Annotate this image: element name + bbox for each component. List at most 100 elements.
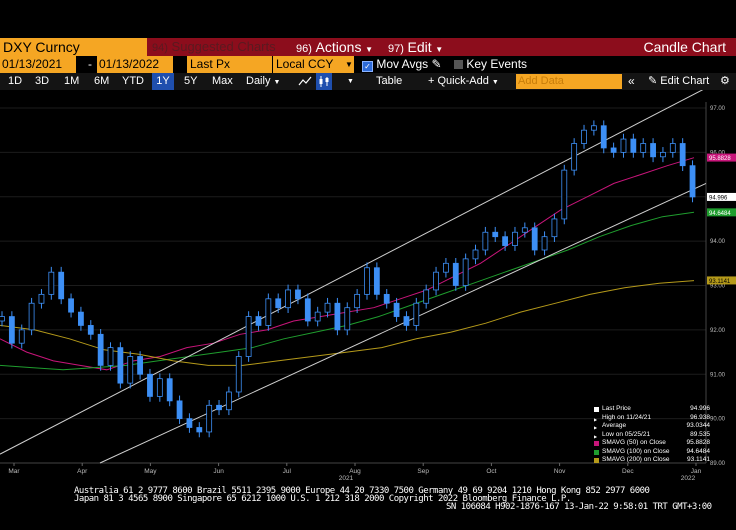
candle-body: [354, 293, 361, 309]
period-ytd[interactable]: YTD: [122, 75, 144, 87]
period-3d[interactable]: 3D: [35, 75, 50, 87]
legend-value: 89.535: [690, 430, 710, 438]
checkbox-unchecked-icon: [454, 60, 463, 69]
chevron-down-icon: ▼: [365, 45, 374, 54]
frequency-select[interactable]: Daily ▼: [246, 73, 280, 90]
candle-body: [600, 125, 607, 149]
line-chart-icon[interactable]: [298, 73, 312, 90]
candle-body: [275, 298, 282, 309]
legend-swatch: [594, 441, 599, 446]
candle-body: [443, 262, 449, 273]
candle-body: [383, 293, 390, 304]
gear-icon[interactable]: ⚙: [720, 75, 730, 87]
period-5y[interactable]: 5Y: [184, 75, 198, 87]
legend-item: SMAVG (200) on Close 93.1141: [592, 456, 710, 464]
x-tick-label: Jan: [691, 468, 702, 475]
controls-row: 01/13/2021 - 01/13/2022 Last Px Local CC…: [0, 56, 736, 73]
mov-avgs-toggle[interactable]: ✓ Mov Avgs ✎: [362, 56, 442, 73]
legend-swatch: [594, 458, 599, 463]
arrow-right-icon: ▶: [594, 425, 598, 430]
sma50-price-tag: [707, 153, 736, 162]
x-tick-label: Nov: [554, 468, 566, 475]
y-tick-label: 93.00: [710, 284, 726, 290]
candle-body: [551, 218, 558, 238]
x-tick-label: Sep: [417, 468, 429, 475]
quick-add-button[interactable]: + Quick-Add ▼: [428, 73, 499, 90]
candle-body: [433, 271, 439, 291]
y-tick-label: 92.00: [710, 328, 726, 334]
year-label: 2021: [339, 475, 354, 480]
candle-body: [581, 129, 587, 144]
chevron-down-icon: ▼: [273, 79, 281, 86]
sma200-price-tag: [707, 276, 736, 285]
period-1d[interactable]: 1D: [8, 75, 23, 87]
table-button[interactable]: Table: [376, 75, 403, 87]
suggested-charts-label: Suggested Charts: [171, 39, 276, 54]
chevron-down-icon[interactable]: ▼: [347, 78, 354, 85]
y-tick-label: 90.00: [710, 417, 726, 423]
candle-body: [364, 267, 370, 295]
add-data-input[interactable]: Add Data: [516, 74, 622, 89]
currency-select[interactable]: Local CCY: [273, 56, 346, 73]
x-tick-label: Oct: [486, 468, 496, 475]
y-tick-label: 97.00: [710, 106, 726, 112]
candle-body: [245, 316, 252, 357]
candle-body: [640, 143, 647, 153]
frequency-label: Daily: [246, 75, 271, 87]
end-date-field[interactable]: 01/13/2022: [97, 56, 173, 73]
candle-body: [8, 316, 15, 344]
candle-body: [630, 138, 637, 153]
key-events-toggle[interactable]: Key Events: [454, 56, 527, 73]
actions-menu[interactable]: 96) Actions ▼: [296, 39, 374, 55]
y-tick-label: 89.00: [710, 461, 726, 467]
price-field-select[interactable]: Last Px: [187, 56, 272, 73]
edit-menu[interactable]: 97) Edit ▼: [388, 39, 444, 55]
pencil-icon[interactable]: ✎: [431, 57, 442, 71]
candle-body: [590, 125, 597, 131]
start-date-field[interactable]: 01/13/2021: [0, 56, 76, 73]
collapse-left-icon[interactable]: «: [628, 74, 635, 88]
price-chart[interactable]: 97.0096.0095.0094.0093.0092.0091.0090.00…: [0, 87, 736, 482]
candle-body: [344, 307, 351, 331]
arrow-right-icon: ▶: [594, 416, 598, 422]
candle-body: [0, 316, 5, 322]
candle-body: [669, 143, 676, 153]
last-price-tag: [707, 192, 736, 201]
trend-channel-lower: [99, 182, 707, 464]
legend-label: Low on 05/25/21: [602, 430, 651, 438]
candle-body: [48, 271, 55, 295]
ticker-field[interactable]: DXY Curncy: [0, 38, 147, 56]
x-tick-label: Mar: [8, 468, 20, 475]
candle-body: [482, 231, 489, 251]
trend-channel-upper: [0, 87, 707, 455]
candle-body: [334, 302, 341, 331]
actions-label: Actions: [315, 39, 362, 55]
period-6m[interactable]: 6M: [94, 75, 110, 87]
candle-body: [472, 249, 479, 260]
suggested-charts-menu[interactable]: 94) Suggested Charts: [152, 39, 276, 54]
candle-body: [18, 329, 25, 344]
legend-item: SMAVG (50) on Close 95.8828: [592, 439, 710, 447]
candle-chart-icon[interactable]: [316, 73, 332, 90]
period-1y[interactable]: 1Y: [152, 73, 174, 90]
legend-label: Last Price: [602, 405, 631, 412]
period-max[interactable]: Max: [212, 75, 233, 87]
year-label: 2022: [681, 475, 696, 480]
candle-body: [689, 165, 696, 198]
candle-body: [117, 347, 124, 384]
legend-label: SMAVG (200) on Close: [602, 456, 670, 463]
candle-body: [373, 267, 380, 295]
candle-body: [97, 333, 104, 366]
edit-chart-button[interactable]: ✎ Edit Chart: [648, 73, 709, 90]
candle-body: [68, 298, 74, 313]
mov-avgs-label: Mov Avgs: [376, 57, 429, 71]
quick-add-label: + Quick-Add: [428, 75, 489, 87]
chevron-down-icon[interactable]: ▼: [344, 56, 354, 73]
x-tick-label: Jun: [213, 468, 224, 475]
legend-item: ▶ Average 93.0344: [592, 422, 710, 430]
legend-value: 93.0344: [686, 422, 711, 429]
legend-item: ▶ High on 11/24/21 96.938: [592, 414, 710, 422]
candle-body: [186, 418, 193, 428]
legend-label: High on 11/24/21: [602, 413, 652, 421]
period-1m[interactable]: 1M: [64, 75, 80, 87]
